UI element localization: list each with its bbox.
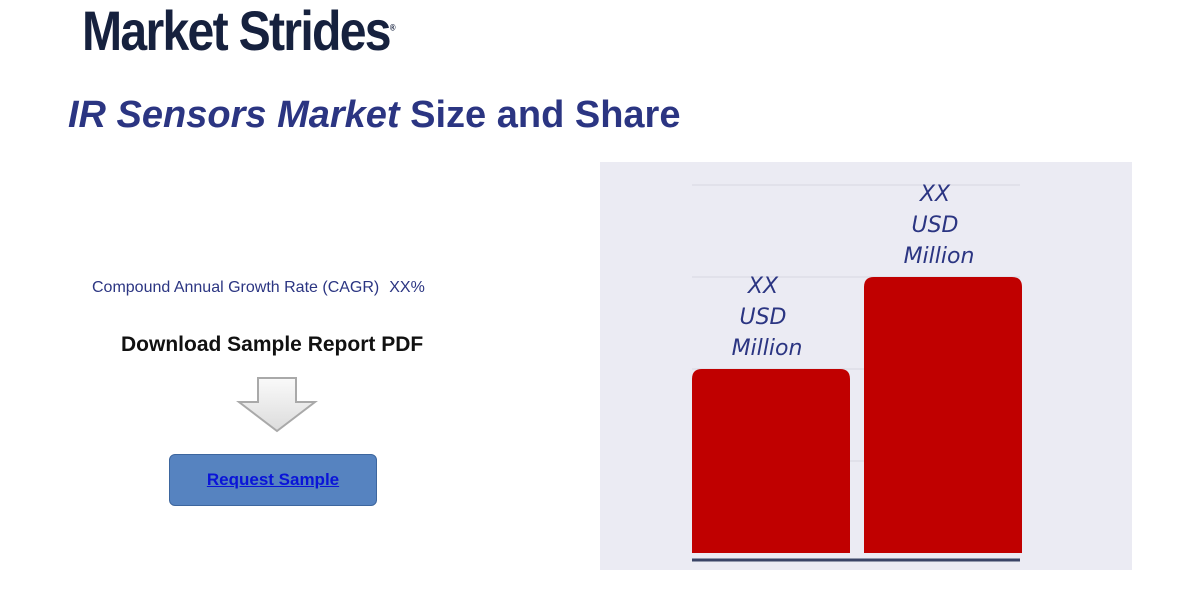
data-label: USD [739, 305, 786, 330]
data-label: Million [732, 336, 803, 361]
arrow-down-icon [236, 377, 318, 433]
logo-registered-mark: ® [389, 22, 396, 33]
logo-text: Market Strides [82, 0, 392, 62]
cagr-line: Compound Annual Growth Rate (CAGR) XX% [92, 279, 425, 297]
chart-panel: XX USD Million XX USD Million [600, 162, 1132, 570]
data-label: USD [911, 213, 958, 238]
data-label: XX [747, 274, 779, 299]
title-italic: IR Sensors Market [68, 94, 400, 136]
request-sample-button[interactable]: Request Sample [169, 454, 377, 506]
request-sample-link[interactable]: Request Sample [206, 470, 340, 489]
download-heading: Download Sample Report PDF [121, 333, 424, 356]
logo: Market Strides® [82, 0, 396, 63]
title-rest: Size and Share [399, 94, 681, 136]
bar-chart: XX USD Million XX USD Million [692, 182, 1022, 562]
data-label: Million [904, 244, 975, 269]
cagr-value: XX% [389, 279, 425, 296]
bar [692, 369, 850, 553]
page-title: IR Sensors Market Size and Share [68, 94, 680, 137]
bar [864, 277, 1022, 553]
cagr-label: Compound Annual Growth Rate (CAGR) [92, 279, 380, 296]
data-label: XX [919, 182, 951, 207]
